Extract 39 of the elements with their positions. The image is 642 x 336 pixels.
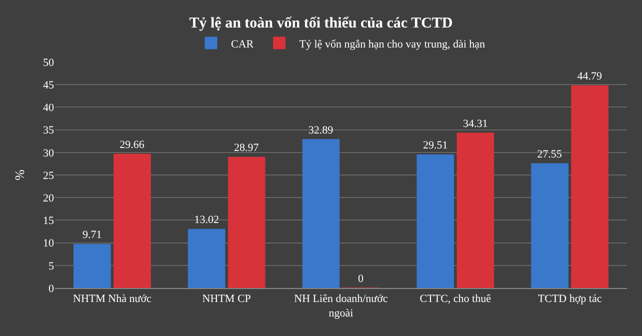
- x-tick-label: NH Liên doanh/nước ngoài: [294, 293, 388, 320]
- legend-label: CAR: [231, 38, 254, 50]
- y-axis-title: %: [12, 169, 27, 180]
- x-tick-label: CTTC, cho thuê: [420, 293, 492, 306]
- x-tick-label: NHTM Nhà nước: [73, 293, 152, 306]
- y-tick-label: 15: [43, 215, 54, 228]
- y-tick-label: 10: [43, 238, 54, 250]
- bar: [188, 228, 226, 288]
- x-tick-label: NHTM CP: [202, 293, 251, 306]
- bar: [114, 154, 151, 288]
- y-tick-label: 25: [43, 170, 54, 182]
- data-label: 0: [358, 273, 364, 285]
- bar: [571, 85, 608, 288]
- y-tick-label: 30: [43, 147, 54, 160]
- data-label: 32.89: [308, 124, 334, 136]
- data-label: 29.66: [120, 138, 145, 151]
- data-label: 13.02: [194, 214, 219, 226]
- bar: [531, 163, 568, 288]
- bar: [416, 154, 454, 288]
- data-label: 34.31: [463, 118, 488, 130]
- bar: [456, 132, 494, 288]
- legend-label: Tỷ lệ vốn ngắn hạn cho vay trung, dài hạn: [299, 38, 486, 50]
- data-label: 29.51: [423, 140, 448, 152]
- bar: [302, 139, 340, 288]
- data-label: 27.55: [537, 148, 562, 160]
- y-tick-label: 45: [43, 79, 54, 92]
- data-label: 9.71: [82, 229, 102, 242]
- bar: [228, 156, 266, 288]
- y-tick-label: 35: [43, 124, 54, 137]
- x-tick-label: TCTD hợp tác: [538, 293, 602, 306]
- y-tick-label: 20: [43, 192, 54, 204]
- y-tick-label: 0: [48, 282, 54, 295]
- y-tick-label: 50: [43, 56, 54, 69]
- data-label: 44.79: [577, 70, 602, 83]
- y-tick-label: 5: [48, 260, 54, 272]
- bar: [74, 244, 111, 288]
- data-label: 28.97: [234, 142, 260, 154]
- y-tick-label: 40: [43, 102, 54, 114]
- chart-title: Tỷ lệ an toàn vốn tối thiểu của các TCTD: [189, 15, 453, 32]
